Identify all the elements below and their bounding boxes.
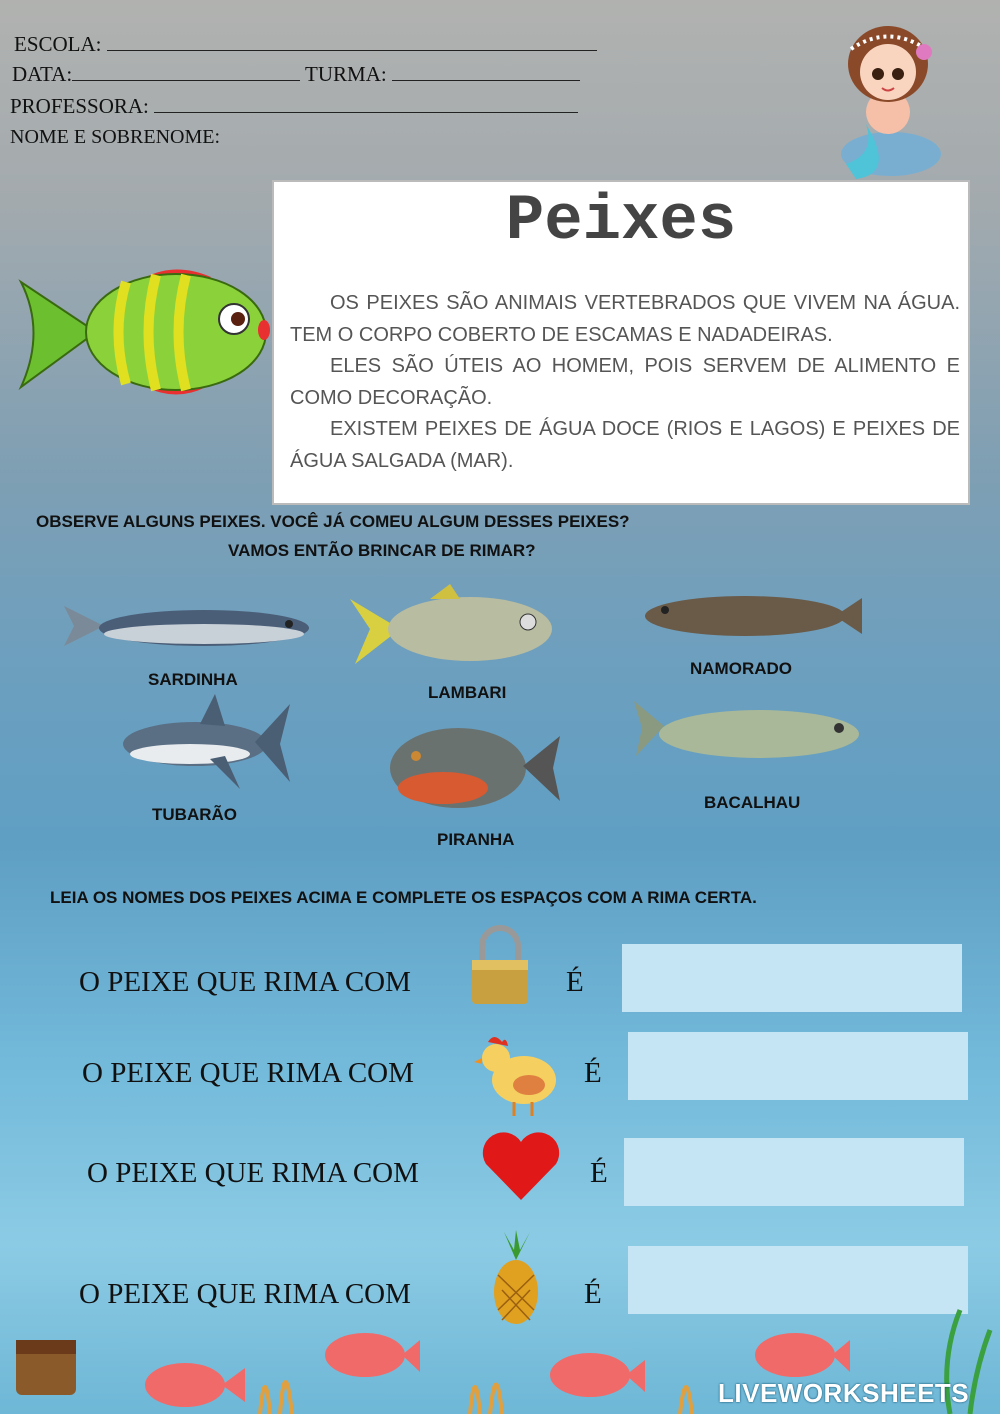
seabed-decoration: [16, 1309, 993, 1414]
teacher-label: PROFESSORA:: [10, 94, 149, 118]
reading-title: Peixes: [505, 186, 737, 258]
piranha-image: [390, 728, 560, 808]
name-label: NOME E SOBRENOME:: [10, 126, 221, 148]
heart-icon: [482, 1132, 560, 1200]
school-field: ESCOLA:: [14, 32, 597, 57]
observe-instruction-2: VAMOS ENTÃO BRINCAR DE RIMAR?: [228, 541, 536, 560]
namorado-image: [645, 596, 862, 636]
reading-paragraph: OS PEIXES SÃO ANIMAIS VERTEBRADOS QUE VI…: [290, 292, 960, 346]
reading-paragraph: EXISTEM PEIXES DE ÁGUA DOCE (RIOS E LAGO…: [290, 418, 960, 472]
fish-label-tubarao: TUBARÃO: [152, 805, 237, 824]
question-4-suffix: É: [584, 1278, 602, 1310]
observe-instruction-1: OBSERVE ALGUNS PEIXES. VOCÊ JÁ COMEU ALG…: [36, 512, 630, 531]
liveworksheets-logo: LIVEWORKSHEETS: [718, 1378, 970, 1408]
class-line: [391, 62, 580, 81]
fish-label-piranha: PIRANHA: [437, 830, 515, 849]
padlock-icon: [472, 925, 528, 1004]
question-3-suffix: É: [590, 1157, 608, 1189]
question-2-suffix: É: [584, 1057, 602, 1089]
teacher-line: [154, 94, 579, 113]
question-1-prompt: O PEIXE QUE RIMA COM: [79, 966, 411, 998]
reading-paragraphs: OS PEIXES SÃO ANIMAIS VERTEBRADOS QUE VI…: [290, 288, 960, 477]
school-label: ESCOLA:: [14, 32, 102, 56]
lambari-image: [350, 584, 552, 664]
reading-paragraph: ELES SÃO ÚTEIS AO HOMEM, POIS SERVEM DE …: [290, 355, 960, 409]
chicken-icon: [474, 1037, 556, 1116]
question-1-suffix: É: [566, 966, 584, 998]
bacalhau-image: [634, 701, 859, 758]
teacher-field: PROFESSORA:: [10, 94, 579, 119]
question-2-prompt: O PEIXE QUE RIMA COM: [82, 1057, 414, 1089]
mermaid-illustration: [841, 26, 941, 179]
sardine-image: [64, 606, 309, 646]
answer-input-4[interactable]: [628, 1246, 968, 1314]
fish-label-lambari: LAMBARI: [428, 683, 507, 702]
school-line: [106, 32, 597, 51]
date-class-field: DATA: TURMA:: [12, 62, 580, 87]
question-3-prompt: O PEIXE QUE RIMA COM: [87, 1157, 419, 1189]
fish-label-bacalhau: BACALHAU: [704, 793, 801, 812]
date-line: [72, 62, 301, 81]
answer-input-1[interactable]: [622, 944, 962, 1012]
class-label: TURMA:: [305, 62, 387, 86]
date-label: DATA:: [12, 62, 73, 86]
pineapple-icon: [494, 1230, 538, 1324]
fish-label-namorado: NAMORADO: [690, 659, 792, 678]
fish-label-sardinha: SARDINHA: [148, 670, 238, 689]
shark-image: [123, 694, 290, 789]
exercise-instruction: LEIA OS NOMES DOS PEIXES ACIMA E COMPLET…: [50, 888, 757, 907]
answer-input-3[interactable]: [624, 1138, 964, 1206]
green-fish-illustration: [18, 269, 270, 395]
question-4-prompt: O PEIXE QUE RIMA COM: [79, 1278, 411, 1310]
answer-input-2[interactable]: [628, 1032, 968, 1100]
reading-text-box: Peixes OS PEIXES SÃO ANIMAIS VERTEBRADOS…: [272, 180, 970, 505]
